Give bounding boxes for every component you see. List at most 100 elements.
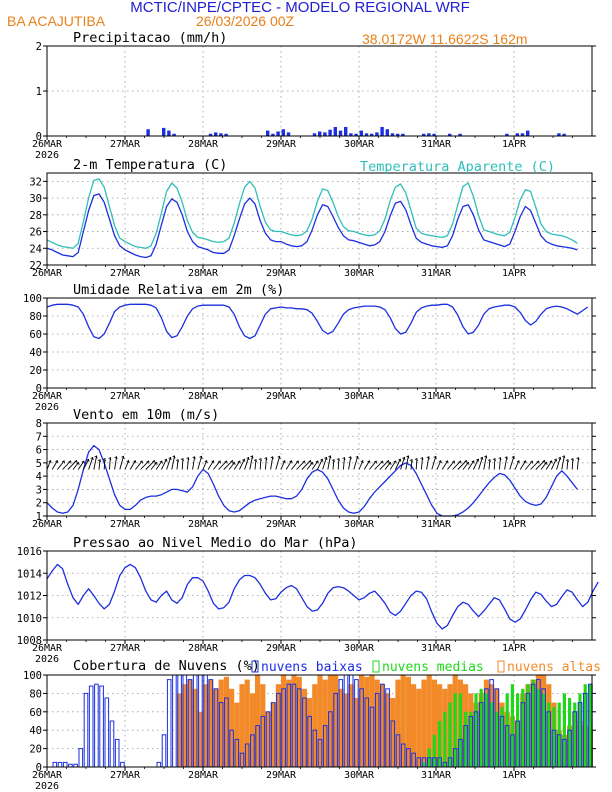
cloud-bar-mid (453, 693, 457, 767)
cloud-bar-high (374, 679, 380, 767)
cloud-bar-high (234, 702, 240, 767)
x-tick-label: 27MAR (110, 519, 141, 530)
cloud-bar-low (161, 734, 167, 768)
wind-arrow-head (464, 459, 468, 464)
cloud-bar-high (197, 711, 203, 767)
wind-arrow (82, 459, 89, 470)
cloud-bar-mid (526, 684, 530, 767)
cloud-bar-mid (448, 702, 452, 767)
y-tick-label: 40 (29, 347, 42, 359)
panel-title: Cobertura de Nuvens (%) (73, 658, 260, 674)
wind-arrow-head (458, 460, 462, 464)
cloud-bar-mid (432, 734, 436, 767)
wind-arrow (457, 460, 467, 470)
wind-arrow (426, 456, 430, 470)
wind-arrow-head (516, 460, 520, 464)
wind-arrow-head (126, 460, 130, 464)
y-tick-label: 1014 (17, 568, 42, 580)
wind-arrow-head (471, 460, 475, 464)
wind-arrow (405, 455, 409, 470)
wind-arrow-head (406, 455, 410, 459)
cloud-bar-mid (516, 693, 520, 767)
cloud-bar-high (327, 675, 333, 767)
wind-arrow (296, 460, 305, 470)
precip-bar (359, 130, 363, 136)
cloud-bar-high (322, 679, 328, 767)
cloud-bar-high (265, 711, 271, 767)
wind-arrow (51, 460, 58, 470)
cloud-bar-high (411, 684, 417, 767)
wind-arrow-head (264, 456, 268, 461)
wind-arrow (192, 456, 196, 470)
wind-arrow (431, 456, 437, 470)
x-tick-label: 28MAR (188, 770, 219, 781)
x-tick-label: 1APR (502, 770, 527, 781)
cloud-bar-high (296, 676, 302, 767)
wind-arrow (566, 459, 569, 470)
wind-arrow (291, 460, 299, 470)
precip-bar (172, 133, 176, 136)
x-tick-label: 31MAR (421, 139, 452, 150)
cloud-bar-mid (547, 702, 551, 767)
wind-arrow-head (433, 455, 437, 459)
cloud-bar-low (99, 685, 104, 768)
cloud-bar-mid (510, 684, 514, 767)
wind-arrow (197, 456, 203, 470)
y-tick-label: 24 (29, 243, 42, 255)
cloud-bar-high (416, 688, 422, 767)
wind-arrow-head (55, 460, 59, 464)
cloud-bar-high (426, 675, 432, 767)
cloud-bar-mid (495, 711, 499, 767)
wind-arrow (488, 459, 491, 470)
precip-bar (557, 133, 561, 136)
wind-arrow (233, 460, 241, 470)
wind-arrow-head (86, 458, 90, 462)
x-tick-label: 1APR (502, 268, 527, 279)
panel-umid: 0 20 40 60 80 100 26MAR 27MAR 28MAR 29MAR 30MAR 31M… (23, 282, 596, 413)
x-tick-label: 1APR (502, 139, 527, 150)
y-tick-label: 28 (29, 210, 42, 222)
y-tick-label: 4 (36, 471, 42, 483)
wind-arrow (415, 458, 418, 470)
panel-frame (46, 550, 593, 641)
cloud-bar-high (431, 679, 437, 767)
wind-arrow-head (554, 458, 558, 462)
wind-arrow (270, 456, 274, 470)
x-tick-label: 30MAR (344, 139, 375, 150)
precip-bar (162, 127, 166, 136)
cloud-bar-high (353, 698, 359, 767)
legend-temp-aparente: Temperatura Aparente (C) (360, 159, 555, 175)
y-tick-label: 30 (29, 193, 42, 205)
cloud-bar-high (385, 693, 391, 767)
wind-arrow-head (484, 455, 488, 459)
wind-arrow-head (393, 460, 397, 464)
wind-arrow (363, 460, 370, 470)
cloud-bar-mid (573, 702, 577, 767)
panel-frame (46, 674, 593, 768)
wind-arrow-head (360, 460, 364, 464)
precip-bar (276, 131, 280, 136)
cloud-bar-high (187, 679, 193, 767)
cloud-bar-mid (474, 693, 478, 767)
x-tick-label: 30MAR (344, 519, 375, 530)
wind-arrow-head (175, 458, 179, 463)
series-line-pressao (46, 563, 599, 630)
legend-swatch-nuvens_medias (372, 660, 380, 673)
wind-arrow-head (445, 460, 449, 464)
wind-arrow-head (114, 456, 118, 460)
cloud-bar-low (57, 761, 63, 768)
cloud-bar-high (244, 679, 250, 767)
cloud-bar-low (94, 683, 99, 768)
wind-arrow (155, 460, 163, 470)
wind-arrow (478, 457, 483, 470)
wind-arrow (316, 458, 323, 470)
wind-arrow-head (504, 456, 508, 460)
x-tick-label: 27MAR (110, 268, 141, 279)
wind-arrow-head (328, 455, 332, 459)
wind-arrow-head (68, 460, 72, 464)
wind-arrow (389, 460, 397, 470)
wind-arrow-head (296, 460, 300, 464)
wind-arrow-head (324, 456, 328, 460)
wind-arrow (504, 456, 508, 470)
